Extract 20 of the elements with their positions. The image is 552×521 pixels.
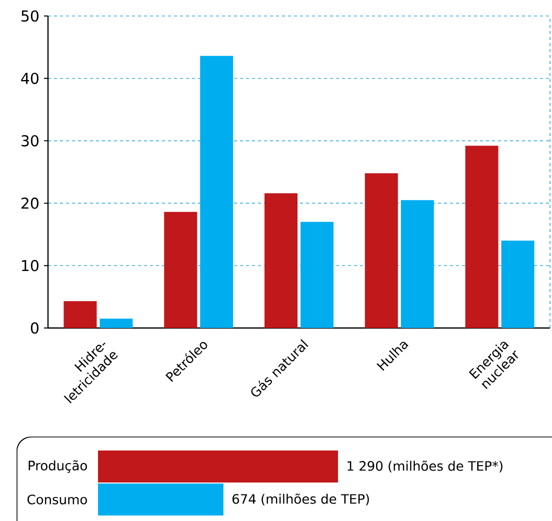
y-tick-label: 20 (21, 198, 38, 209)
bar (300, 222, 334, 328)
y-tick-label: 30 (22, 135, 38, 146)
y-tick-label: 10 (22, 260, 38, 272)
y-tick-label: Produção (28, 460, 87, 473)
y-tick-label: 0 (30, 322, 38, 334)
y-tick-label: Consumo (28, 494, 87, 504)
bar (501, 240, 534, 328)
bar (164, 212, 198, 328)
y-tick-label: 50 (22, 10, 38, 22)
bar (264, 193, 298, 328)
data-label: 1 290 (milhões de TEP*) (348, 460, 502, 472)
data-label: 674 (milhões de TEP) (232, 494, 369, 506)
bar (400, 200, 434, 328)
y-tick-label: 40 (21, 72, 38, 84)
bar (100, 318, 133, 328)
bar (200, 56, 234, 328)
bar (64, 301, 97, 328)
bar (364, 173, 398, 328)
bar (465, 146, 498, 328)
